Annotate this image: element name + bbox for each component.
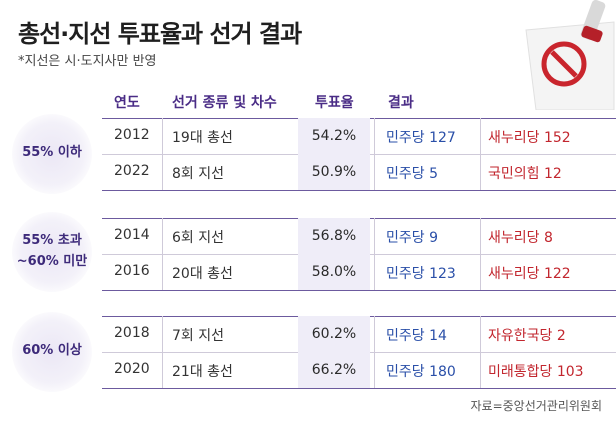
ballot-stamp-icon: [525, 0, 615, 110]
divider: [102, 388, 616, 389]
group-label-3-line1: 60% 이상: [22, 343, 82, 358]
row-turnout: 58.0%: [298, 254, 370, 290]
row-con-result: 국민의힘 12: [488, 166, 562, 182]
group-label-2: 55% 초과 ~60% 미만: [0, 212, 104, 292]
column-divider: [162, 218, 163, 290]
column-divider: [162, 118, 163, 190]
page-subtitle: *지선은 시·도지사만 반영: [18, 54, 157, 69]
row-type: 8회 지선: [172, 166, 224, 182]
row-con-result: 새누리당 152: [488, 130, 571, 146]
row-dem-result: 민주당 5: [386, 166, 438, 182]
row-con-result: 자유한국당 2: [488, 328, 566, 344]
header-turnout: 투표율: [315, 95, 354, 111]
header-result: 결과: [388, 95, 414, 111]
row-year: 2016: [114, 263, 150, 279]
table-header: 연도 선거 종류 및 차수 투표율 결과: [0, 92, 616, 116]
row-turnout: 60.2%: [298, 316, 370, 352]
table-row: 2014 6회 지선 56.8% 민주당 9 새누리당 8: [102, 218, 616, 254]
table-row: 2016 20대 총선 58.0% 민주당 123 새누리당 122: [102, 254, 616, 290]
row-year: 2012: [114, 127, 150, 143]
group-label-3: 60% 이상: [0, 312, 104, 392]
row-year: 2020: [114, 361, 150, 377]
row-dem-result: 민주당 14: [386, 328, 447, 344]
divider: [102, 190, 616, 191]
row-dem-result: 민주당 9: [386, 230, 438, 246]
row-year: 2014: [114, 227, 150, 243]
column-divider: [374, 118, 375, 190]
row-con-result: 새누리당 122: [488, 266, 571, 282]
row-con-result: 새누리당 8: [488, 230, 553, 246]
row-dem-result: 민주당 123: [386, 266, 456, 282]
row-turnout: 56.8%: [298, 218, 370, 254]
row-year: 2022: [114, 163, 150, 179]
row-turnout: 66.2%: [298, 352, 370, 388]
group-label-2-line2: ~60% 미만: [16, 254, 88, 269]
row-turnout: 54.2%: [298, 118, 370, 154]
group-label-2-line1: 55% 초과: [22, 233, 82, 248]
column-divider: [480, 118, 481, 190]
column-divider: [480, 316, 481, 388]
page-title: 총선·지선 투표율과 선거 결과: [18, 20, 302, 48]
column-divider: [162, 316, 163, 388]
divider: [102, 290, 616, 291]
table-row: 2018 7회 지선 60.2% 민주당 14 자유한국당 2: [102, 316, 616, 352]
group-label-1: 55% 이하: [0, 114, 104, 194]
table-row: 2020 21대 총선 66.2% 민주당 180 미래통합당 103: [102, 352, 616, 388]
row-turnout: 50.9%: [298, 154, 370, 190]
row-type: 19대 총선: [172, 130, 233, 146]
header-type: 선거 종류 및 차수: [172, 95, 277, 111]
row-type: 6회 지선: [172, 230, 224, 246]
source-note: 자료=중앙선거관리위원회: [470, 399, 603, 413]
column-divider: [374, 218, 375, 290]
column-divider: [374, 316, 375, 388]
table-row: 2022 8회 지선 50.9% 민주당 5 국민의힘 12: [102, 154, 616, 190]
row-type: 20대 총선: [172, 266, 233, 282]
row-dem-result: 민주당 127: [386, 130, 456, 146]
row-year: 2018: [114, 325, 150, 341]
row-type: 7회 지선: [172, 328, 224, 344]
header-year: 연도: [114, 95, 140, 111]
group-label-1-line1: 55% 이하: [22, 145, 82, 160]
row-dem-result: 민주당 180: [386, 364, 456, 380]
row-type: 21대 총선: [172, 364, 233, 380]
table-row: 2012 19대 총선 54.2% 민주당 127 새누리당 152: [102, 118, 616, 154]
row-con-result: 미래통합당 103: [488, 364, 584, 380]
column-divider: [480, 218, 481, 290]
